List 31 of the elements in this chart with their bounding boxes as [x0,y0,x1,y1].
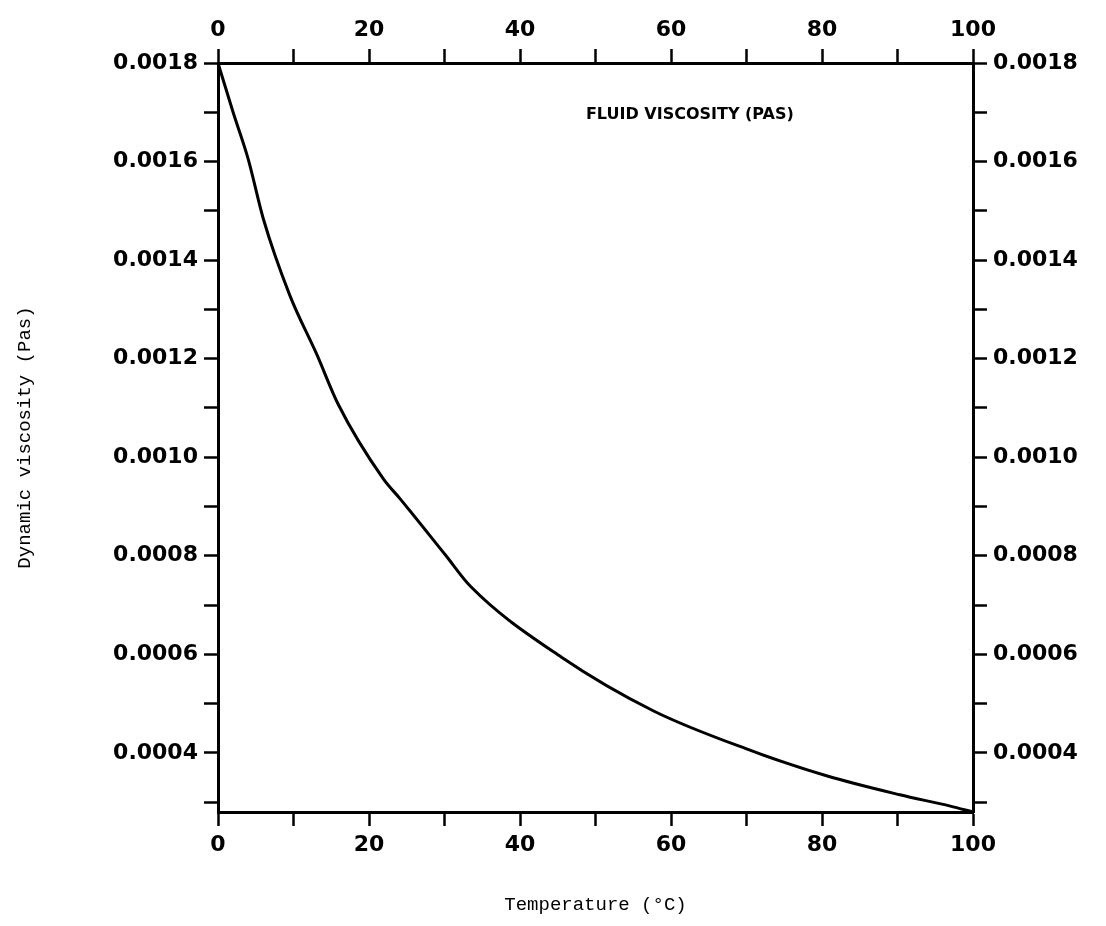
x-tick-label: 20 [353,830,385,856]
x-tick-label: 100 [950,830,996,856]
y-tick-label: 0.0014 [113,245,198,271]
x2-tick-label: 20 [353,15,385,41]
x2-tick-label: 40 [504,15,536,41]
x2-tick-label: 80 [806,15,838,41]
y2-tick-label: 0.0006 [993,640,1078,666]
x-axis-title: Temperature (°C) [504,893,687,916]
y-tick-label: 0.0006 [113,640,198,666]
annotation: FLUID VISCOSITY (PAS) [585,104,794,124]
x-tick-label: 40 [504,830,536,856]
x-tick-label: 0 [210,830,226,856]
x-tick-label: 60 [655,830,687,856]
y-tick-label: 0.0018 [113,48,198,74]
y-tick-label: 0.0010 [113,442,198,468]
y2-tick-label: 0.0012 [993,344,1078,370]
x2-tick-label: 60 [655,15,687,41]
y2-tick-label: 0.0016 [993,147,1078,173]
y-tick-label: 0.0012 [113,344,198,370]
y-tick-label: 0.0016 [113,147,198,173]
x-tick-label: 80 [806,830,838,856]
y2-tick-label: 0.0010 [993,442,1078,468]
y2-tick-label: 0.0018 [993,48,1078,74]
y-tick-label: 0.0004 [113,738,198,764]
y-axis-title: Dynamic viscosity (Pas) [14,306,37,569]
y-tick-label: 0.0008 [113,541,198,567]
y2-tick-label: 0.0004 [993,738,1078,764]
x2-tick-label: 100 [950,15,996,41]
y2-tick-label: 0.0014 [993,245,1078,271]
y2-tick-label: 0.0008 [993,541,1078,567]
x2-tick-label: 0 [210,15,226,41]
